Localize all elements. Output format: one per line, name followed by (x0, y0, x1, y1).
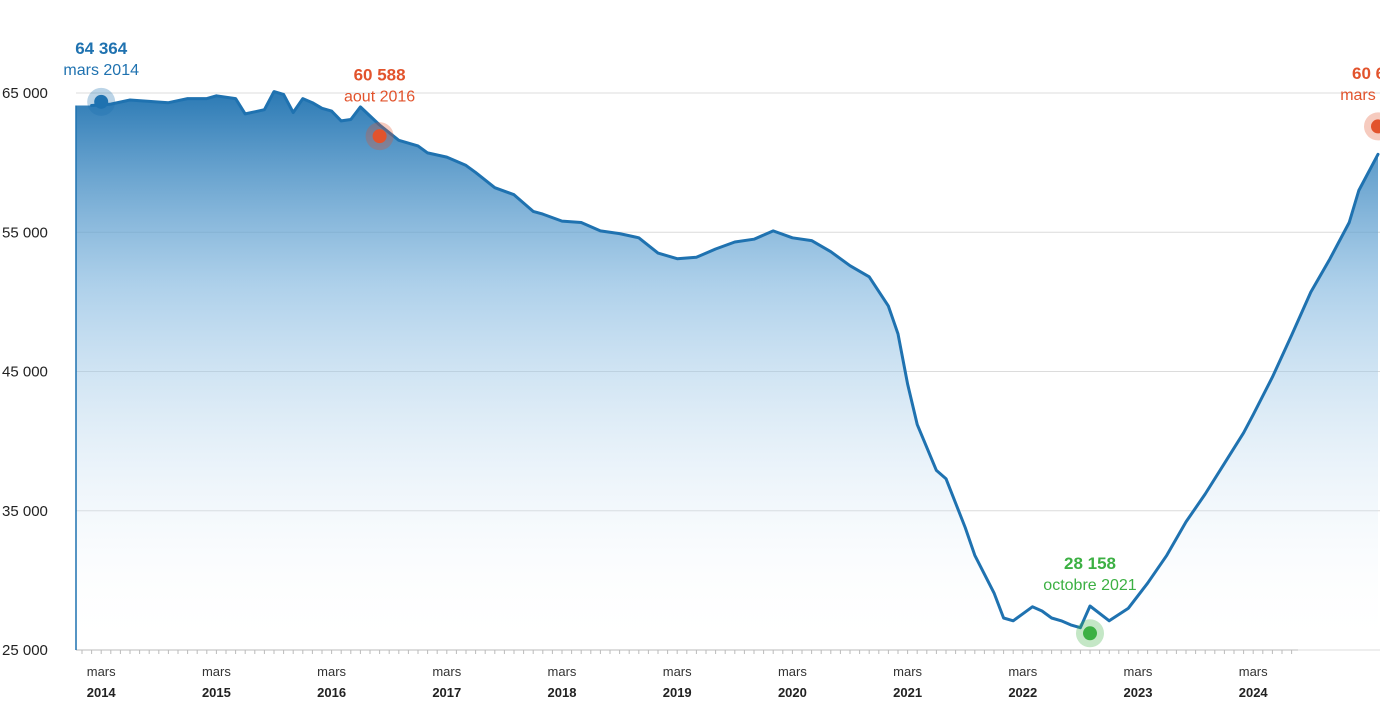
y-axis: 65 000 55 000 45 000 35 000 25 000 (2, 85, 48, 659)
x-tick-month: mars (778, 664, 807, 679)
x-tick-year: 2018 (548, 685, 577, 700)
x-tick-year: 2016 (317, 685, 346, 700)
y-tick-label: 55 000 (2, 224, 48, 241)
annotations-layer: 64 364 mars 2014 60 588 aout 2016 28 158 octo… (63, 39, 1380, 648)
x-tick-year: 2023 (1124, 685, 1153, 700)
annotation-value: 64 364 (75, 39, 128, 58)
x-tick-month: mars (432, 664, 461, 679)
y-tick-label: 45 000 (2, 364, 48, 381)
series-line (90, 90, 1380, 630)
annotation-date: octobre 2021 (1043, 577, 1137, 594)
x-tick-month: mars (317, 664, 346, 679)
y-tick-label: 25 000 (2, 642, 48, 659)
highlight-point (372, 129, 387, 144)
x-tick-year: 2014 (87, 685, 117, 700)
annotation-value: 28 158 (1064, 554, 1116, 573)
x-tick-year: 2015 (202, 685, 231, 700)
x-tick-year: 2017 (432, 685, 461, 700)
annotation-value: 60 588 (354, 65, 406, 84)
annotation-date: aout 2016 (344, 88, 415, 105)
highlight-point (94, 94, 109, 109)
x-tick-year: 2024 (1239, 685, 1269, 700)
x-tick-month: mars (202, 664, 231, 679)
highlight-point (1083, 626, 1097, 641)
x-tick-month: mars (87, 664, 116, 679)
annotation-date: mars 2014 (63, 62, 139, 79)
annotation-value: 60 600 (1352, 64, 1380, 83)
x-tick-month: mars (1239, 664, 1268, 679)
x-tick-month: mars (1008, 664, 1037, 679)
series-area (76, 91, 1378, 651)
x-tick-year: 2022 (1008, 685, 1037, 700)
x-tick-month: mars (1124, 664, 1153, 679)
y-tick-label: 65 000 (2, 85, 48, 102)
x-tick-month: mars (663, 664, 692, 679)
series-layer (75, 90, 1380, 651)
x-tick-year: 2021 (893, 685, 922, 700)
x-tick-month: mars (893, 664, 922, 679)
x-tick-month: mars (548, 664, 577, 679)
x-tick-year: 2020 (778, 685, 807, 700)
x-axis: mars 2014 mars 2015 mars 2016 mars 2017 mars 2018… (76, 649, 1298, 700)
y-tick-label: 35 000 (2, 503, 48, 520)
annotation-date: mars 2024 (1340, 87, 1380, 104)
highlight-point (1371, 119, 1380, 134)
x-tick-year: 2019 (663, 685, 692, 700)
